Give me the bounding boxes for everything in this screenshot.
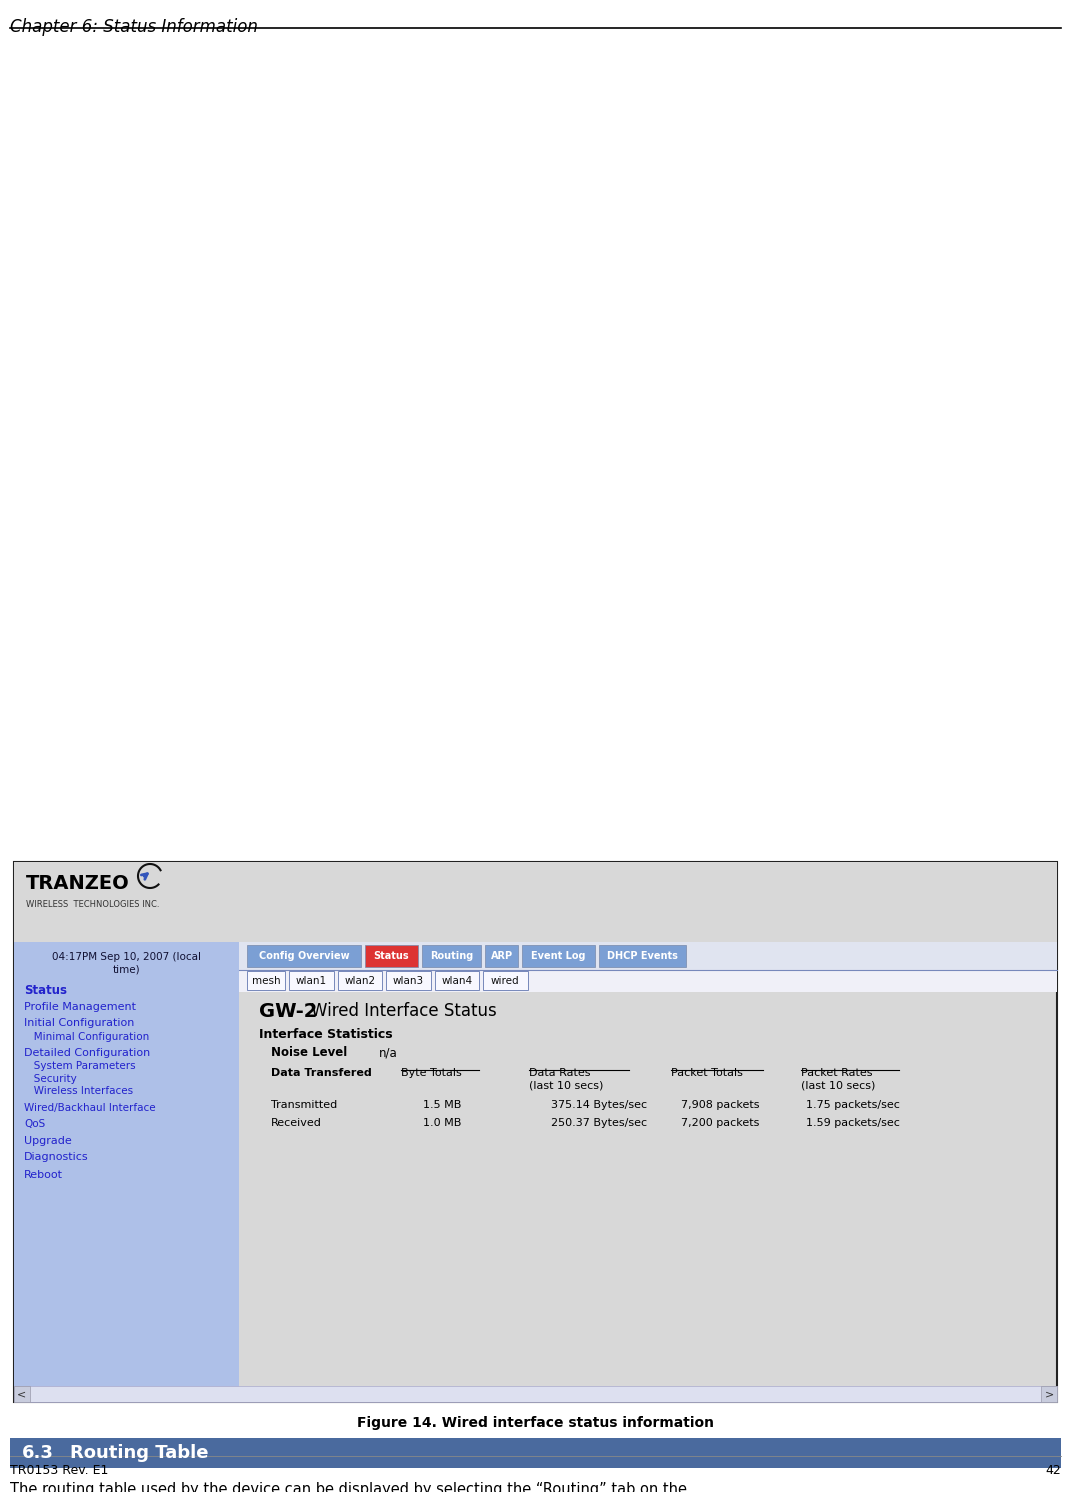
Text: 250.37 Bytes/sec: 250.37 Bytes/sec (550, 1118, 647, 1128)
Text: Transmitted: Transmitted (271, 1100, 337, 1110)
Bar (14, 1386, 30, 1402)
Text: wlan4: wlan4 (441, 976, 472, 986)
Bar (14, 1386, 1057, 1402)
Text: time): time) (112, 965, 140, 974)
Text: WIRELESS  TECHNOLOGIES INC.: WIRELESS TECHNOLOGIES INC. (26, 900, 160, 909)
Text: ARP: ARP (491, 950, 513, 961)
Bar (14, 862, 1057, 941)
Text: Initial Configuration: Initial Configuration (24, 1019, 134, 1028)
Text: Event Log: Event Log (531, 950, 586, 961)
Bar (386, 971, 431, 991)
Text: Profile Management: Profile Management (24, 1001, 136, 1012)
Text: 375.14 Bytes/sec: 375.14 Bytes/sec (550, 1100, 647, 1110)
Text: 7,908 packets: 7,908 packets (681, 1100, 759, 1110)
Text: System Parameters: System Parameters (24, 1061, 136, 1071)
Text: Detailed Configuration: Detailed Configuration (24, 1047, 150, 1058)
Text: Diagnostics: Diagnostics (24, 1152, 89, 1162)
Text: 04:17PM Sep 10, 2007 (local: 04:17PM Sep 10, 2007 (local (52, 952, 201, 962)
Text: Wired/Backhaul Interface: Wired/Backhaul Interface (24, 1103, 155, 1113)
Text: 1.59 packets/sec: 1.59 packets/sec (806, 1118, 900, 1128)
Text: 1.75 packets/sec: 1.75 packets/sec (806, 1100, 900, 1110)
Text: TR0153 Rev. E1: TR0153 Rev. E1 (10, 1464, 108, 1477)
Bar (247, 971, 285, 991)
Text: >: > (1044, 1389, 1054, 1399)
Text: <: < (17, 1389, 27, 1399)
Bar (522, 944, 595, 967)
Text: Routing: Routing (429, 950, 473, 961)
Bar (10, 1438, 1061, 1468)
Text: Routing Table: Routing Table (70, 1444, 209, 1462)
Text: GW-2: GW-2 (259, 1003, 317, 1021)
Bar (289, 971, 333, 991)
Text: Upgrade: Upgrade (24, 1135, 72, 1146)
Bar (483, 971, 528, 991)
Text: Noise Level: Noise Level (271, 1046, 347, 1059)
Text: Reboot: Reboot (24, 1170, 63, 1180)
Bar (422, 944, 481, 967)
Text: Packet Totals: Packet Totals (672, 1068, 743, 1079)
Text: 1.0 MB: 1.0 MB (423, 1118, 462, 1128)
Text: mesh: mesh (252, 976, 281, 986)
Bar (1041, 1386, 1057, 1402)
Text: Figure 14. Wired interface status information: Figure 14. Wired interface status inform… (357, 1416, 714, 1429)
Text: Minimal Configuration: Minimal Configuration (24, 1031, 149, 1041)
Bar (337, 971, 382, 991)
Text: TRANZEO: TRANZEO (26, 874, 130, 894)
Text: wired: wired (491, 976, 519, 986)
Bar (599, 944, 685, 967)
Text: 6.3: 6.3 (22, 1444, 54, 1462)
Text: Data Rates: Data Rates (529, 1068, 590, 1079)
Text: Received: Received (271, 1118, 322, 1128)
Bar (239, 941, 1057, 970)
Text: DHCP Events: DHCP Events (607, 950, 678, 961)
Text: 42: 42 (1045, 1464, 1061, 1477)
Bar (14, 941, 239, 1402)
Text: n/a: n/a (379, 1046, 397, 1059)
Text: Interface Statistics: Interface Statistics (259, 1028, 393, 1041)
Text: Status: Status (374, 950, 409, 961)
Text: wlan3: wlan3 (393, 976, 424, 986)
Text: Chapter 6: Status Information: Chapter 6: Status Information (10, 18, 258, 36)
Bar (435, 971, 479, 991)
Bar (14, 862, 1057, 1402)
Text: QoS: QoS (24, 1119, 45, 1129)
Text: Wired Interface Status: Wired Interface Status (311, 1003, 497, 1021)
Text: The routing table used by the device can be displayed by selecting the “Routing”: The routing table used by the device can… (10, 1482, 687, 1492)
Text: Packet Rates: Packet Rates (801, 1068, 873, 1079)
Text: 1.5 MB: 1.5 MB (423, 1100, 462, 1110)
Text: Byte Totals: Byte Totals (401, 1068, 462, 1079)
Bar (247, 944, 361, 967)
Text: wlan1: wlan1 (296, 976, 327, 986)
Bar (485, 944, 517, 967)
Text: Data Transfered: Data Transfered (271, 1068, 372, 1079)
Text: 7,200 packets: 7,200 packets (681, 1118, 759, 1128)
Text: Status: Status (24, 985, 67, 997)
Text: (last 10 secs): (last 10 secs) (801, 1082, 875, 1091)
Text: Config Overview: Config Overview (259, 950, 349, 961)
Bar (365, 944, 418, 967)
Text: Wireless Interfaces: Wireless Interfaces (24, 1086, 133, 1097)
Text: Security: Security (24, 1074, 77, 1083)
Text: wlan2: wlan2 (344, 976, 375, 986)
Text: (last 10 secs): (last 10 secs) (529, 1082, 603, 1091)
Bar (239, 970, 1057, 992)
